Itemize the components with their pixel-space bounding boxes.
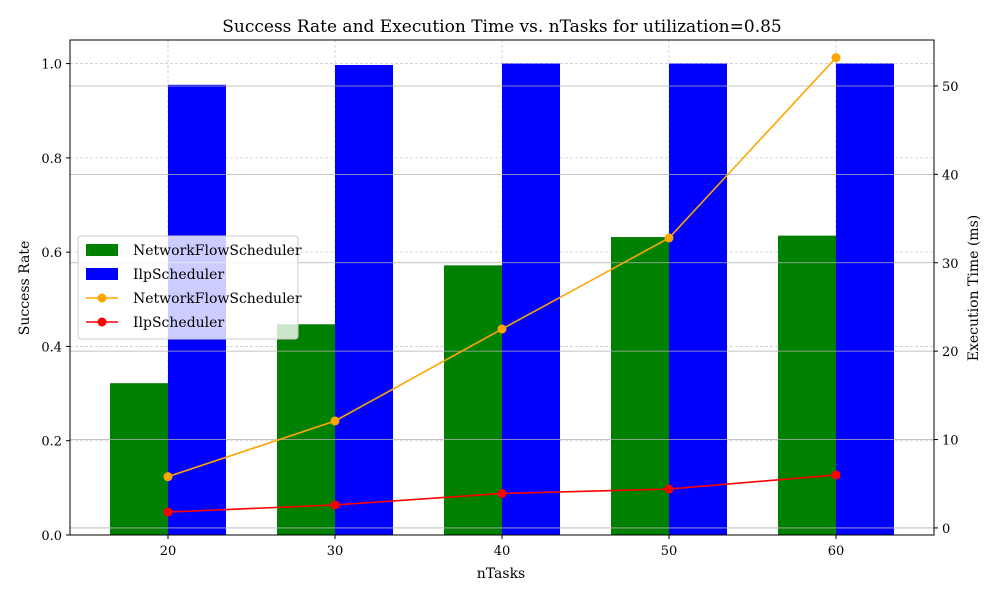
- legend-marker: [97, 317, 107, 327]
- legend-label: NetworkFlowScheduler: [133, 243, 302, 259]
- y-tick-label: 0.6: [41, 246, 62, 261]
- legend-swatch: [86, 268, 118, 280]
- legend-box: [77, 235, 299, 340]
- y-tick-label: 0.0: [41, 529, 62, 544]
- x-tick-label: 60: [828, 544, 845, 559]
- point: [163, 507, 173, 517]
- bar: [669, 63, 727, 535]
- point: [163, 472, 173, 482]
- x-tick-label: 50: [661, 544, 678, 559]
- y-axis-label: Success Rate: [17, 241, 33, 336]
- point: [330, 416, 340, 426]
- y2-tick-label: 40: [942, 168, 959, 183]
- y2-tick-label: 0: [942, 522, 950, 537]
- y-tick-label: 0.8: [41, 152, 62, 167]
- point: [497, 324, 507, 334]
- x-tick-label: 40: [494, 544, 511, 559]
- bar: [502, 63, 560, 535]
- point: [664, 484, 674, 494]
- legend-label: NetworkFlowScheduler: [133, 291, 302, 307]
- point: [664, 233, 674, 243]
- bar: [335, 64, 393, 535]
- bar: [611, 237, 669, 536]
- y2-axis-label: Execution Time (ms): [966, 215, 982, 361]
- point: [831, 53, 841, 63]
- legend: NetworkFlowScheduler IlpScheduler NetworkF…: [77, 235, 302, 340]
- plot-area: [70, 40, 934, 536]
- y-tick-label: 1.0: [41, 58, 62, 73]
- y2-tick-label: 30: [942, 257, 959, 272]
- legend-label: IlpScheduler: [133, 315, 224, 331]
- legend-label: IlpScheduler: [133, 267, 224, 283]
- bar: [778, 235, 836, 535]
- axes: 20 30 40 50 60 0.0 0.2 0.4 0.6 0.8 1.0 0 10 20 30 40 50: [41, 39, 959, 559]
- y2-tick-label: 10: [942, 434, 959, 449]
- y2-tick-label: 20: [942, 345, 959, 360]
- x-tick-label: 30: [327, 544, 344, 559]
- legend-swatch: [86, 244, 118, 256]
- y-tick-label: 0.2: [41, 435, 62, 450]
- chart-title: Success Rate and Execution Time vs. nTas…: [222, 17, 781, 37]
- bar: [444, 265, 502, 535]
- x-axis-label: nTasks: [477, 566, 525, 582]
- bar: [836, 63, 894, 535]
- bar: [277, 324, 335, 535]
- y-tick-label: 0.4: [41, 340, 62, 355]
- x-tick-label: 20: [160, 544, 177, 559]
- point: [831, 470, 841, 480]
- point: [330, 500, 340, 510]
- y2-tick-label: 50: [942, 80, 959, 95]
- bar: [110, 383, 168, 535]
- point: [497, 488, 507, 498]
- legend-marker: [97, 293, 107, 303]
